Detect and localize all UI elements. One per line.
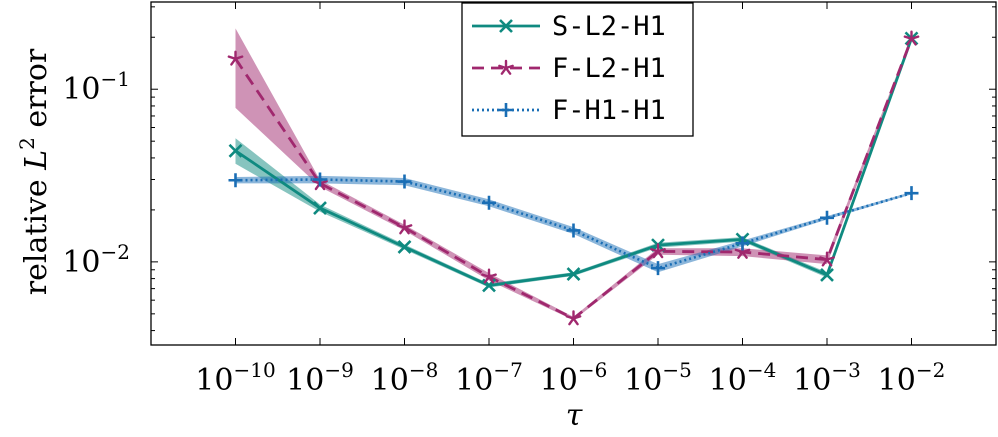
legend-label: S-L2-H1 bbox=[552, 11, 666, 42]
marker-stroke bbox=[498, 59, 514, 75]
y-tick-exponent: −2 bbox=[101, 240, 130, 264]
marker-stroke bbox=[566, 267, 581, 281]
point-f-h1-h1 bbox=[651, 261, 665, 276]
x-tick-exponent: −5 bbox=[662, 358, 691, 382]
x-axis-label: τ bbox=[566, 398, 583, 433]
point-f-l2-h1 bbox=[650, 243, 666, 259]
point-f-h1-h1 bbox=[397, 174, 412, 189]
x-tick-label: 10−9 bbox=[286, 358, 354, 398]
marker-stroke bbox=[481, 268, 497, 284]
marker-stroke bbox=[397, 240, 412, 254]
point-f-h1-h1 bbox=[313, 172, 327, 187]
x-tick-base: 10 bbox=[540, 363, 578, 398]
x-tick-label: 10−6 bbox=[540, 358, 608, 398]
y-tick-label: 10−1 bbox=[62, 67, 130, 107]
legend-swatch-marker bbox=[498, 59, 514, 75]
x-tick-base: 10 bbox=[455, 363, 493, 398]
x-tick-base: 10 bbox=[793, 363, 831, 398]
marker-stroke bbox=[566, 223, 581, 238]
x-tick-label: 10−8 bbox=[371, 358, 439, 398]
x-tick-exponent: −6 bbox=[578, 358, 607, 382]
point-f-h1-h1 bbox=[904, 186, 919, 201]
marker-stroke bbox=[228, 143, 243, 158]
marker-stroke bbox=[565, 310, 582, 326]
y-axis-label-prefix: relative bbox=[19, 170, 54, 295]
legend-label: F-H1-H1 bbox=[552, 95, 666, 126]
x-tick-exponent: −8 bbox=[409, 358, 438, 382]
legend-swatch-marker bbox=[499, 103, 513, 117]
y-axis-label-var: L bbox=[19, 150, 54, 171]
y-tick-base: 10 bbox=[62, 72, 100, 107]
x-tick-base: 10 bbox=[709, 363, 747, 398]
point-f-h1-h1 bbox=[820, 210, 834, 225]
point-f-l2-h1 bbox=[396, 219, 413, 235]
x-tick-label: 10−5 bbox=[624, 358, 692, 398]
point-f-l2-h1 bbox=[481, 268, 497, 284]
series-markers bbox=[227, 30, 920, 326]
x-tick-label: 10−3 bbox=[793, 358, 861, 398]
point-s-l2-h1 bbox=[820, 268, 834, 282]
marker-stroke bbox=[397, 174, 412, 189]
point-f-h1-h1 bbox=[482, 195, 496, 210]
x-tick-base: 10 bbox=[195, 363, 233, 398]
point-f-l2-h1 bbox=[565, 310, 582, 326]
marker-stroke bbox=[228, 173, 243, 188]
legend-entry-f-h1-h1: F-H1-H1 bbox=[472, 95, 666, 126]
point-f-h1-h1 bbox=[228, 173, 243, 188]
marker-stroke bbox=[819, 251, 835, 267]
x-tick-base: 10 bbox=[878, 363, 916, 398]
point-f-l2-h1 bbox=[227, 50, 244, 66]
marker-stroke bbox=[227, 50, 244, 66]
y-axis-label-suffix: error bbox=[19, 48, 54, 137]
marker-stroke bbox=[499, 19, 513, 33]
y-axis-label-sup: 2 bbox=[15, 137, 39, 150]
x-tick-exponent: −4 bbox=[747, 358, 776, 382]
point-f-h1-h1 bbox=[735, 236, 750, 251]
legend: S-L2-H1 F-L2-H1 F-H1-H1 bbox=[461, 2, 694, 137]
point-f-l2-h1 bbox=[819, 251, 835, 267]
x-tick-label: 10−4 bbox=[709, 358, 777, 398]
y-axis-label: relative L2 error bbox=[15, 48, 54, 295]
marker-stroke bbox=[499, 103, 513, 117]
marker-stroke bbox=[396, 219, 413, 235]
x-tick-exponent: −7 bbox=[493, 358, 522, 382]
x-tick-exponent: −10 bbox=[233, 358, 275, 382]
marker-stroke bbox=[820, 268, 834, 282]
point-s-l2-h1 bbox=[228, 143, 243, 158]
marker-stroke bbox=[820, 210, 834, 225]
x-tick-label: 10−2 bbox=[878, 358, 946, 398]
legend-swatch-marker bbox=[499, 19, 513, 33]
x-tick-label: 10−7 bbox=[455, 358, 523, 398]
x-tick-base: 10 bbox=[371, 363, 409, 398]
marker-stroke bbox=[313, 172, 327, 187]
y-tick-label: 10−2 bbox=[62, 240, 130, 280]
marker-stroke bbox=[651, 261, 665, 276]
x-tick-exponent: −9 bbox=[324, 358, 353, 382]
point-s-l2-h1 bbox=[313, 201, 327, 215]
x-tick-base: 10 bbox=[286, 363, 324, 398]
marker-stroke bbox=[735, 236, 750, 251]
x-tick-base: 10 bbox=[624, 363, 662, 398]
tick-labels: 10−10 10−9 10−8 10−7 10−6 10−5 10−4 10−3 10−210−… bbox=[62, 67, 945, 398]
y-tick-exponent: −1 bbox=[101, 67, 130, 91]
point-f-l2-h1 bbox=[903, 30, 920, 46]
marker-stroke bbox=[650, 243, 666, 259]
x-tick-exponent: −3 bbox=[831, 358, 860, 382]
marker-stroke bbox=[482, 195, 496, 210]
marker-stroke bbox=[903, 30, 920, 46]
point-s-l2-h1 bbox=[397, 240, 412, 254]
point-f-h1-h1 bbox=[566, 223, 581, 238]
y-tick-base: 10 bbox=[62, 245, 100, 280]
marker-stroke bbox=[313, 201, 327, 215]
point-s-l2-h1 bbox=[566, 267, 581, 281]
x-tick-exponent: −2 bbox=[916, 358, 945, 382]
legend-label: F-L2-H1 bbox=[552, 53, 666, 84]
x-tick-label: 10−10 bbox=[195, 358, 275, 398]
legend-entry-s-l2-h1: S-L2-H1 bbox=[472, 11, 666, 42]
marker-stroke bbox=[904, 186, 919, 201]
legend-entry-f-l2-h1: F-L2-H1 bbox=[472, 53, 666, 84]
